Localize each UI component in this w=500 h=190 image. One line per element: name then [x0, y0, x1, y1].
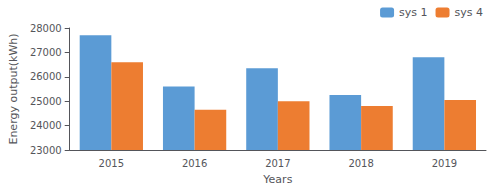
- svg-text:25000: 25000: [30, 96, 62, 107]
- svg-text:2019: 2019: [432, 158, 457, 169]
- svg-text:2017: 2017: [265, 158, 290, 169]
- svg-text:2018: 2018: [348, 158, 373, 169]
- svg-text:27000: 27000: [30, 47, 62, 58]
- svg-text:2016: 2016: [182, 158, 207, 169]
- svg-text:28000: 28000: [30, 23, 62, 34]
- svg-text:23000: 23000: [30, 145, 62, 156]
- svg-text:2015: 2015: [99, 158, 124, 169]
- svg-text:26000: 26000: [30, 71, 62, 82]
- svg-text:sys 1: sys 1: [399, 6, 427, 19]
- svg-text:24000: 24000: [30, 120, 62, 131]
- svg-text:sys 4: sys 4: [455, 6, 483, 19]
- svg-text:Energy output(kWh): Energy output(kWh): [7, 33, 20, 144]
- svg-text:Years: Years: [262, 173, 292, 186]
